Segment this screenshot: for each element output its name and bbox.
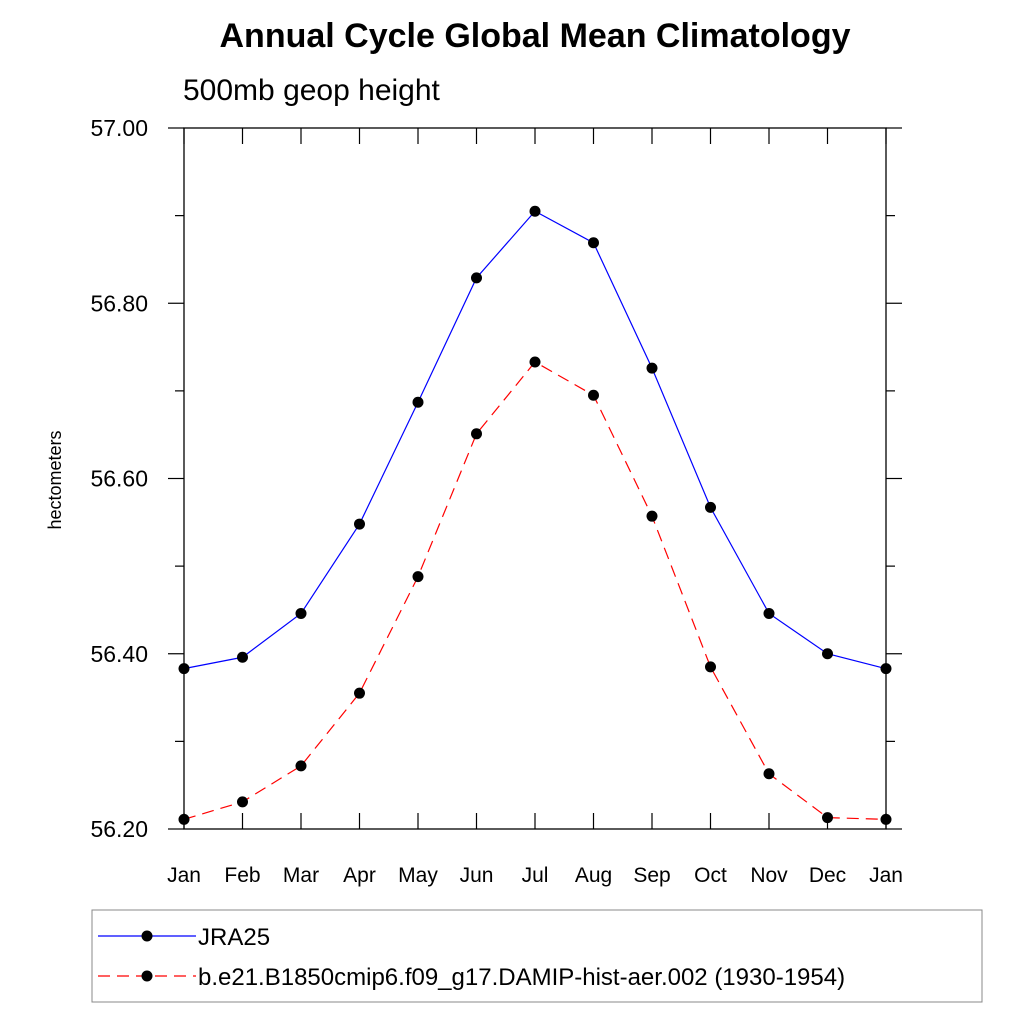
series-2-point	[412, 571, 424, 583]
legend-marker-1	[141, 930, 153, 942]
legend-marker-2	[141, 970, 153, 982]
series-2-point	[178, 813, 190, 825]
legend: JRA25 b.e21.B1850cmip6.f09_g17.DAMIP-hist…	[98, 924, 845, 991]
x-tick-label: Jun	[460, 864, 494, 887]
axis-ticks	[168, 127, 902, 830]
series-2-point	[471, 428, 482, 440]
y-tick-label: 56.80	[90, 290, 148, 316]
plot-frame	[183, 127, 887, 830]
series-line-1	[183, 210, 887, 670]
x-tick-labels: Jan Feb Mar Apr May Jun Jul Aug Sep Oct Nov Dec Jan	[167, 864, 903, 887]
series-1-point	[471, 272, 482, 284]
y-tick-label: 56.60	[90, 466, 148, 492]
series-2-point	[588, 389, 599, 401]
series-line-2	[183, 361, 887, 820]
x-tick-label: Jul	[522, 864, 549, 887]
chart-subtitle: 500mb geop height	[183, 74, 441, 107]
x-tick-label: Mar	[283, 864, 319, 887]
legend-box	[91, 909, 983, 1003]
series-2-point	[880, 813, 892, 825]
series-1-point	[763, 607, 775, 619]
x-tick-label: Apr	[343, 864, 376, 887]
y-tick-label: 56.20	[90, 816, 148, 842]
legend-label-2: b.e21.B1850cmip6.f09_g17.DAMIP-hist-aer.…	[198, 964, 845, 991]
x-tick-label: Oct	[694, 864, 727, 887]
x-tick-label: Jan	[869, 864, 903, 887]
series-1-point	[178, 663, 190, 675]
series-2-point	[646, 510, 658, 522]
series-1-point	[822, 648, 833, 660]
x-tick-label: Jan	[167, 864, 201, 887]
series-2-point	[237, 796, 248, 808]
y-axis-label: hectometers	[45, 430, 65, 529]
x-tick-label: Sep	[633, 864, 670, 887]
legend-label-1: JRA25	[198, 924, 270, 951]
series-1-point	[529, 205, 541, 217]
series-1-point	[588, 237, 599, 249]
series-1-point	[646, 362, 658, 374]
chart-title: Annual Cycle Global Mean Climatology	[220, 17, 851, 55]
series-1-point	[705, 501, 716, 513]
x-tick-label: Nov	[750, 864, 788, 887]
series-1-point	[295, 607, 307, 619]
series-2-point	[529, 356, 541, 368]
series-2-point	[354, 687, 365, 699]
x-tick-label: May	[398, 864, 438, 887]
y-tick-label: 56.40	[90, 641, 148, 667]
series-1-point	[237, 651, 248, 663]
x-tick-label: Dec	[809, 864, 846, 887]
y-tick-label: 57.00	[90, 115, 148, 141]
x-tick-label: Feb	[224, 864, 260, 887]
x-tick-label: Aug	[575, 864, 612, 887]
series-2-point	[822, 812, 833, 824]
series-2-point	[705, 661, 716, 673]
series-group	[178, 205, 892, 825]
series-1-point	[412, 396, 424, 408]
series-2-point	[295, 760, 307, 772]
series-2-point	[763, 768, 775, 780]
series-1-point	[354, 518, 365, 530]
series-1-point	[880, 663, 892, 675]
y-tick-labels: 56.20 56.40 56.60 56.80 57.00	[90, 115, 148, 842]
